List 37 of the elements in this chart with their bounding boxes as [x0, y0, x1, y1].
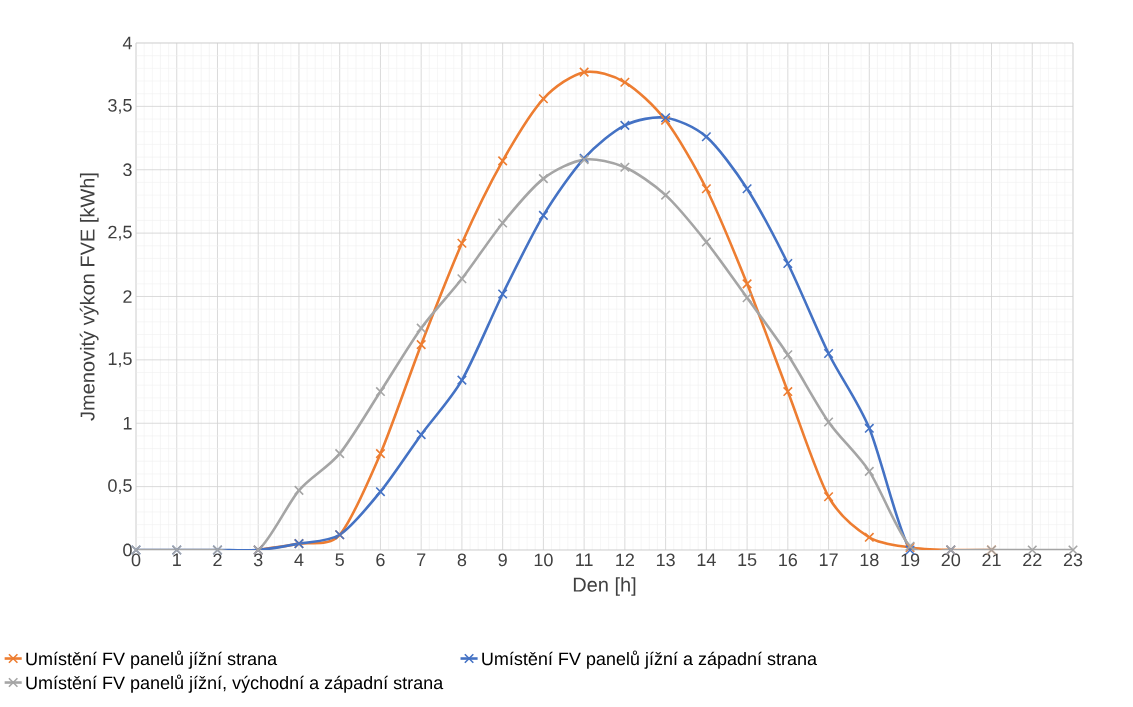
x-tick-label: 5 — [335, 553, 344, 567]
x-tick-label: 13 — [656, 553, 675, 567]
y-axis-title: Jmenovitý výkon FVE [kWh] — [79, 173, 99, 421]
x-tick-label: 11 — [576, 553, 593, 566]
x-tick-label: 18 — [860, 553, 879, 567]
y-tick-label: 1 — [123, 417, 132, 430]
x-tick-label: 7 — [417, 553, 426, 566]
y-tick-label: 3 — [123, 163, 132, 177]
x-tick-label: 3 — [253, 553, 263, 567]
y-tick-label: 0,5 — [108, 479, 132, 495]
x-tick-label: 1 — [173, 553, 181, 566]
x-tick-label: 23 — [1063, 553, 1083, 567]
x-tick-label: 12 — [616, 553, 634, 567]
x-axis-title: Den [h] — [573, 577, 636, 596]
x-tick-label: 4 — [294, 553, 304, 566]
x-tick-label: 10 — [534, 553, 553, 567]
y-tick-label: 0 — [123, 543, 132, 557]
x-tick-label: 19 — [901, 553, 920, 567]
x-tick-label: 14 — [697, 553, 716, 566]
y-tick-label: 3,5 — [108, 98, 132, 114]
x-tick-label: 21 — [982, 553, 1001, 567]
y-tick-label: 2,5 — [108, 225, 132, 241]
y-tick-label: 4 — [122, 36, 132, 50]
x-tick-label: 9 — [498, 553, 507, 567]
legend-label: Umístění FV panelů jížní a západní strana — [482, 650, 818, 669]
legend-label: Umístění FV panelů jížní, východní a západní strana — [26, 674, 444, 693]
x-tick-label: 22 — [1023, 553, 1042, 567]
x-tick-label: 2 — [213, 553, 222, 567]
x-tick-label: 6 — [376, 553, 385, 567]
x-tick-label: 17 — [819, 553, 838, 566]
x-tick-label: 16 — [779, 553, 798, 567]
legend-label: Umístění FV panelů jížní strana — [26, 650, 278, 669]
y-tick-label: 1,5 — [108, 352, 132, 368]
x-tick-label: 15 — [738, 553, 757, 567]
x-tick-label: 8 — [457, 553, 467, 567]
x-tick-label: 20 — [941, 553, 961, 567]
y-tick-label: 2 — [123, 290, 132, 303]
